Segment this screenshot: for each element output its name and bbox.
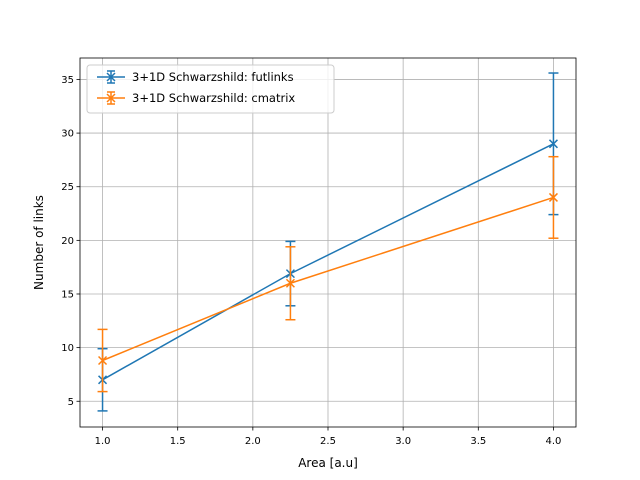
y-tick-label: 20 [61, 236, 74, 247]
data-point-marker [285, 278, 295, 288]
legend-label: 3+1D Schwarzshild: cmatrix [132, 91, 295, 105]
x-tick-label: 3.0 [395, 436, 411, 447]
y-tick-label: 35 [61, 75, 74, 86]
plot-series [97, 72, 559, 412]
data-point-marker [98, 355, 108, 366]
legend-box [86, 64, 335, 114]
axis-ticks: 1.0 1.5 2.0 2.5 3.0 3.5 4.0 5 10 15 20 25 30 35 [61, 75, 561, 447]
axes-frame [79, 57, 577, 428]
x-tick-label: 2.5 [320, 436, 336, 447]
y-axis-label: Number of links [32, 195, 46, 290]
x-tick-label: 1.0 [95, 436, 111, 447]
x-tick-label: 2.0 [245, 436, 261, 447]
x-tick-label: 1.5 [170, 436, 186, 447]
legend-item: 3+1D Schwarzshild: futlinks [97, 70, 294, 84]
legend-marker [106, 93, 116, 103]
legend: 3+1D Schwarzshild: futlinks 3+1D Schwarzs… [86, 64, 335, 114]
data-point-marker [548, 139, 558, 149]
legend-label: 3+1D Schwarzshild: futlinks [132, 70, 294, 84]
y-tick-label: 10 [61, 343, 74, 354]
y-tick-label: 30 [61, 129, 74, 140]
x-tick-label: 4.0 [546, 436, 562, 447]
legend-item: 3+1D Schwarzshild: cmatrix [97, 91, 295, 105]
x-axis-label: Area [a.u] [298, 456, 358, 470]
y-tick-label: 5 [68, 397, 74, 408]
series-2 [97, 155, 559, 393]
x-tick-label: 3.5 [470, 436, 486, 447]
y-tick-label: 15 [61, 289, 74, 300]
legend-marker [106, 72, 116, 82]
data-point-marker [548, 192, 558, 202]
y-tick-label: 25 [61, 182, 74, 193]
